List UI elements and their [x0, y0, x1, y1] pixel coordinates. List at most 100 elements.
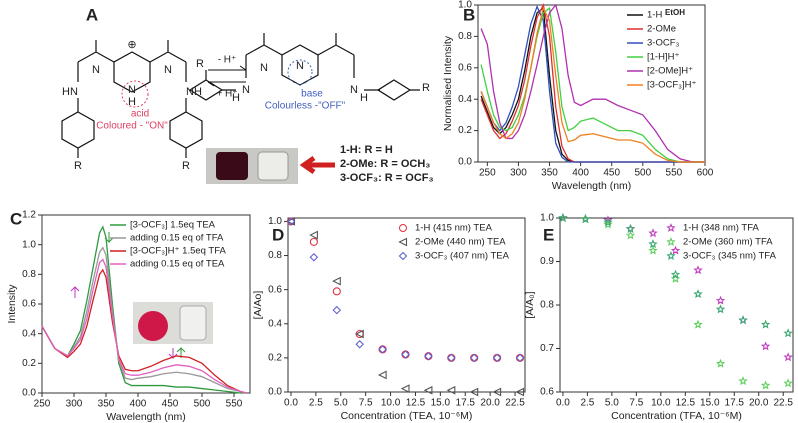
- panel-label: B: [463, 5, 475, 24]
- point: [515, 387, 525, 397]
- point: [309, 252, 319, 262]
- x-tick-label: 550: [226, 399, 243, 410]
- y-tick-label: 0.2: [268, 353, 282, 364]
- legend-swatch: [398, 237, 408, 247]
- y-tick-label: 0.8: [458, 31, 472, 42]
- y-tick-label: 0.0: [22, 388, 36, 399]
- x-tick-label: 2.5: [580, 398, 594, 409]
- legend-swatch: [399, 224, 407, 232]
- y-tick-label: 0.4: [22, 328, 36, 339]
- x-tick-label: 22.5: [505, 398, 525, 409]
- atom-label: N: [164, 64, 172, 76]
- y-tick-label: 0.9: [540, 256, 554, 267]
- chart: C 250 300 350 400 450 500 550 0.0 0.2 0.4 0.6 0.8 1.0…: [6, 209, 251, 423]
- annotation: EtOH: [665, 8, 685, 17]
- inset: [70, 232, 213, 359]
- atom-label: H: [232, 92, 240, 104]
- atom-label: N: [242, 84, 250, 96]
- bonds: [205, 70, 420, 91]
- base-label: base: [301, 89, 323, 100]
- x-tick-label: 600: [697, 168, 714, 179]
- panel-label: A: [86, 5, 98, 24]
- y-axis-label: [A/A₀]: [524, 291, 536, 318]
- arrow: [70, 286, 80, 298]
- x-tick-label: 450: [162, 399, 179, 410]
- line: [41, 268, 247, 394]
- equilibrium-arrows: [207, 65, 247, 87]
- point: [492, 387, 502, 397]
- legend-marker: [666, 223, 676, 232]
- legend-label: [3-OCF₃]H⁺ 1.5eq TFA: [130, 246, 226, 257]
- x-axis-label: Concentration (TEA, 10⁻⁶M): [341, 410, 473, 422]
- legend-label: 3-OCF₃ (407 nm) TEA: [415, 251, 510, 262]
- point: [492, 353, 502, 363]
- point: [355, 339, 364, 349]
- legend-swatch: [666, 223, 676, 232]
- plus-h: + H⁺: [216, 89, 237, 100]
- compound-label: 1-H: R = H: [340, 144, 393, 156]
- off-label: Colourless -"OFF": [265, 101, 346, 112]
- legend-label: adding 0.15 eq of TEA: [130, 259, 225, 270]
- chart: B 250 300 350 400 450 500 550 600 0.0 0.2 0.4 0.6 0.8…: [442, 0, 714, 192]
- atom-label: N: [260, 62, 268, 74]
- point: [515, 353, 525, 362]
- vial-clear: [257, 151, 289, 181]
- point: [693, 289, 703, 299]
- line: [480, 4, 705, 163]
- y-tick-label: 1.0: [22, 239, 36, 250]
- y-tick-label: 0.2: [22, 358, 36, 369]
- y-axis-label: [A/Ao]: [252, 291, 264, 320]
- aryl-ring: [169, 111, 203, 149]
- x-tick-label: 20.0: [749, 398, 769, 409]
- point: [693, 319, 703, 329]
- base-circle: [287, 59, 313, 85]
- x-tick-label: 450: [603, 168, 620, 179]
- point: [470, 353, 479, 362]
- point: [603, 219, 613, 229]
- scheme: A: [61, 5, 420, 184]
- point: [401, 350, 410, 359]
- point: [378, 345, 387, 354]
- point: [332, 305, 342, 315]
- y-tick-label: 0.8: [540, 300, 554, 311]
- x-axis-label: Wavelength (nm): [106, 411, 186, 423]
- legend-label: [1-H]H⁺: [647, 52, 679, 63]
- x-tick-label: 10.0: [381, 398, 401, 409]
- acid-label: acid: [131, 109, 149, 120]
- legend-label: 3-OCF₃: [647, 38, 680, 49]
- line: [41, 258, 247, 394]
- atom-label: R: [182, 160, 190, 172]
- point: [469, 353, 479, 363]
- point: [783, 378, 793, 388]
- legend-marker: [666, 251, 676, 260]
- point: [446, 385, 456, 395]
- y-tick-label: 1.0: [458, 0, 472, 11]
- y-tick-label: 1.0: [540, 213, 554, 224]
- point: [558, 213, 568, 222]
- point: [401, 350, 410, 359]
- legend-marker: [666, 237, 676, 246]
- x-tick-label: 12.5: [676, 398, 696, 409]
- point: [648, 239, 658, 249]
- atom-label: N: [92, 64, 100, 76]
- x-tick-label: 22.5: [773, 398, 793, 409]
- point: [447, 353, 456, 362]
- legend-label: 1-H (415 nm) TEA: [415, 223, 493, 234]
- point: [693, 265, 703, 275]
- y-axis-label: Intensity: [6, 284, 18, 324]
- point: [378, 345, 387, 354]
- y-tick-label: 0.7: [540, 343, 554, 354]
- y-tick-label: 0.8: [268, 250, 282, 261]
- point: [423, 385, 433, 395]
- point: [400, 384, 410, 393]
- point: [760, 341, 771, 351]
- x-tick-label: 7.5: [359, 398, 373, 409]
- line: [41, 225, 247, 394]
- atom-label: R: [196, 58, 204, 70]
- atom-label: N: [128, 84, 136, 96]
- panel-label: D: [272, 225, 284, 244]
- x-tick-label: 500: [194, 399, 211, 410]
- legend-marker: [398, 237, 408, 247]
- x-tick-label: 350: [98, 399, 115, 410]
- legend-label: adding 0.15 eq of TFA: [130, 233, 224, 244]
